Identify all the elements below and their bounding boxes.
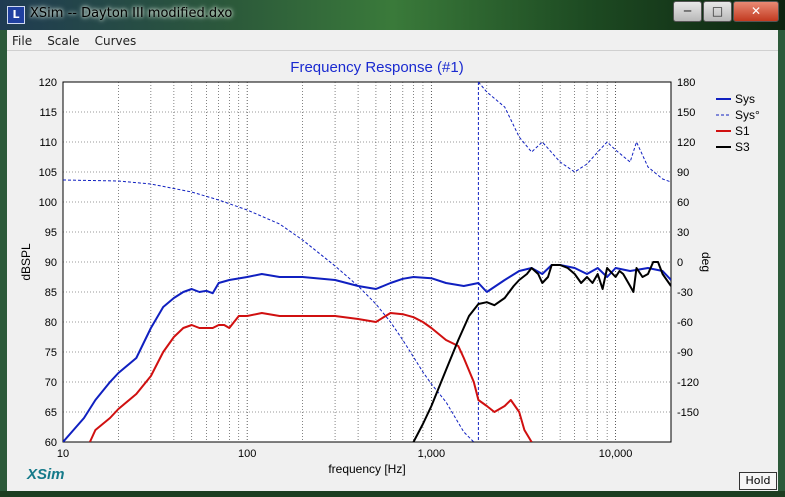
y2-tick-label: 180 [677, 77, 695, 89]
window-border-left [0, 30, 7, 497]
y-tick-label: 110 [39, 137, 57, 149]
y2-tick-label: -60 [677, 317, 693, 329]
menu-file[interactable]: File [12, 34, 33, 48]
y-tick-label: 120 [39, 77, 57, 89]
y2-tick-label: -120 [677, 377, 699, 389]
y-tick-label: 75 [45, 347, 57, 359]
y2-tick-label: -90 [677, 347, 693, 359]
minimize-icon[interactable]: ─ [673, 1, 702, 22]
y-tick-label: 115 [39, 107, 57, 119]
legend-label: S1 [735, 124, 750, 138]
y-tick-label: 80 [45, 317, 57, 329]
window-title: XSim -- Dayton III modified.dxo [30, 6, 233, 21]
xsim-logo: XSim [27, 466, 65, 483]
y-tick-label: 70 [45, 377, 57, 389]
y-tick-label: 105 [39, 167, 57, 179]
y2-axis-label: deg [699, 252, 713, 272]
y-tick-label: 90 [45, 257, 57, 269]
menu-scale[interactable]: Scale [47, 34, 80, 48]
x-tick-label: 1,000 [418, 448, 446, 460]
chart-title: Frequency Response (#1) [290, 59, 464, 76]
menu-curves[interactable]: Curves [94, 34, 137, 48]
series-line-Sys-phase [478, 82, 671, 183]
x-tick-label: 100 [238, 448, 256, 460]
window-border-bottom [0, 491, 785, 497]
y2-tick-label: -150 [677, 407, 699, 419]
title-bar[interactable]: L XSim -- Dayton III modified.dxo ─ □ ✕ [0, 0, 785, 30]
y2-tick-label: 120 [677, 137, 695, 149]
y-axis-label: dBSPL [19, 243, 33, 281]
maximize-icon[interactable]: □ [703, 1, 732, 22]
y-tick-label: 85 [45, 287, 57, 299]
y2-tick-label: 60 [677, 197, 689, 209]
close-icon[interactable]: ✕ [733, 1, 779, 22]
y2-tick-label: 0 [677, 257, 683, 269]
menu-bar: File Scale Curves [7, 30, 778, 51]
x-tick-label: 10 [57, 448, 69, 460]
series-line-Sys [63, 264, 671, 442]
window-border-right [778, 30, 785, 497]
app-icon[interactable]: L [7, 6, 25, 24]
chart-panel: Frequency Response (#1) 60 65 70 75 80 85 90 95… [7, 51, 778, 491]
x-axis-label: frequency [Hz] [328, 462, 405, 476]
legend-label: Sys° [735, 108, 760, 122]
y2-tick-label: -30 [677, 287, 693, 299]
y2-tick-label: 150 [677, 107, 695, 119]
x-tick-label: 10,000 [599, 448, 633, 460]
hold-button[interactable]: Hold [739, 472, 777, 490]
y-tick-label: 100 [39, 197, 57, 209]
window-controls: ─ □ ✕ [672, 1, 779, 22]
y-tick-label: 65 [45, 407, 57, 419]
legend-label: Sys [735, 92, 755, 106]
y2-tick-label: 90 [677, 167, 689, 179]
legend-label: S3 [735, 140, 750, 154]
frequency-response-chart[interactable]: 6065707580859095100105110115120-150-120-… [7, 51, 778, 491]
series-line-S3 [412, 261, 671, 442]
series-line-S1 [88, 312, 533, 442]
y-tick-label: 60 [45, 437, 57, 449]
y-tick-label: 95 [45, 227, 57, 239]
series-line-Sys-phase [63, 179, 475, 442]
y2-tick-label: 30 [677, 227, 689, 239]
